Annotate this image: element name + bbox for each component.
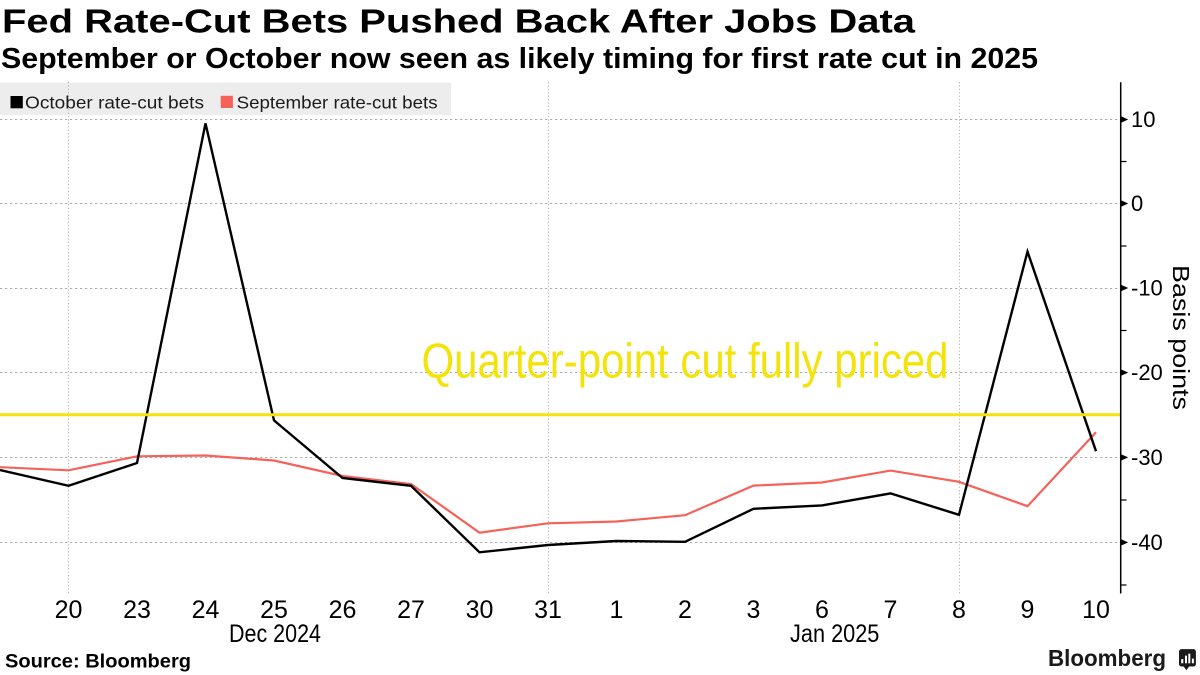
svg-text:26: 26 [329, 596, 357, 624]
svg-text:-10: -10 [1131, 275, 1163, 300]
svg-text:27: 27 [397, 596, 425, 624]
svg-text:Basis points: Basis points [1168, 265, 1194, 410]
svg-text:10: 10 [1131, 107, 1155, 132]
svg-text:September or October now seen: September or October now seen as likely … [1, 43, 1038, 75]
svg-text:9: 9 [1021, 596, 1035, 624]
svg-text:Dec 2024: Dec 2024 [229, 620, 321, 648]
svg-text:Source: Bloomberg: Source: Bloomberg [5, 652, 191, 673]
svg-text:10: 10 [1082, 596, 1110, 624]
svg-text:0: 0 [1131, 191, 1143, 216]
svg-text:1: 1 [610, 596, 624, 624]
svg-text:Jan 2025: Jan 2025 [790, 620, 879, 648]
svg-text:31: 31 [534, 596, 562, 624]
svg-text:23: 23 [123, 596, 151, 624]
svg-text:September rate-cut bets: September rate-cut bets [237, 92, 438, 112]
svg-text:7: 7 [884, 596, 898, 624]
svg-text:-40: -40 [1131, 530, 1163, 555]
svg-text:2: 2 [678, 596, 692, 624]
svg-text:Bloomberg: Bloomberg [1048, 645, 1166, 671]
svg-text:October rate-cut bets: October rate-cut bets [25, 92, 204, 112]
svg-text:20: 20 [55, 596, 83, 624]
svg-text:3: 3 [747, 596, 761, 624]
svg-text:6: 6 [815, 596, 829, 624]
svg-text:-20: -20 [1131, 360, 1163, 385]
svg-text:Fed Rate-Cut Bets Pushed Back: Fed Rate-Cut Bets Pushed Back After Jobs… [2, 3, 916, 40]
svg-text:25: 25 [260, 596, 288, 624]
svg-text:Quarter-point cut fully priced: Quarter-point cut fully priced [422, 335, 949, 389]
svg-text:8: 8 [952, 596, 966, 624]
svg-text:-30: -30 [1131, 445, 1163, 470]
svg-text:30: 30 [466, 596, 494, 624]
svg-text:24: 24 [192, 596, 220, 624]
